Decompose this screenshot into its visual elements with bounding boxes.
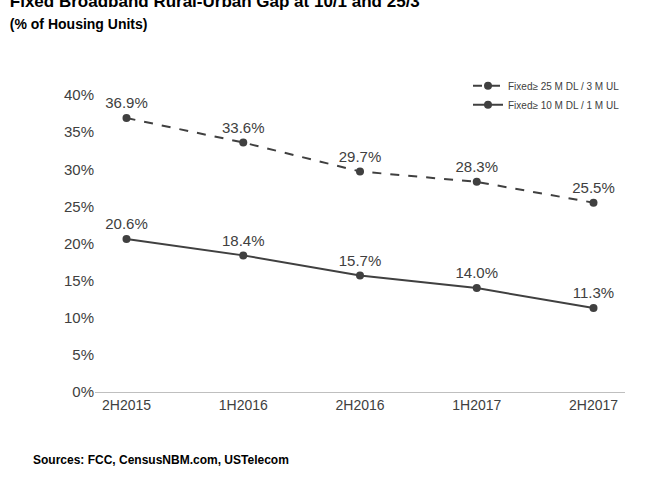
svg-text:2H2016: 2H2016 (335, 397, 384, 413)
svg-text:11.3%: 11.3% (573, 284, 614, 301)
svg-text:0%: 0% (72, 383, 94, 400)
svg-text:15.7%: 15.7% (339, 252, 382, 269)
svg-text:35%: 35% (64, 123, 94, 140)
svg-text:5%: 5% (72, 346, 94, 363)
svg-text:20%: 20% (64, 235, 94, 252)
svg-text:30%: 30% (64, 161, 94, 178)
svg-text:20.6%: 20.6% (105, 215, 148, 232)
svg-text:Fixed≥ 25 M DL / 3 M UL: Fixed≥ 25 M DL / 3 M UL (508, 81, 619, 92)
svg-text:28.3%: 28.3% (455, 158, 498, 175)
svg-text:18.4%: 18.4% (222, 232, 265, 249)
svg-text:Fixed≥ 10 M DL / 1 M UL: Fixed≥ 10 M DL / 1 M UL (508, 100, 619, 111)
svg-text:10%: 10% (64, 309, 94, 326)
svg-text:1H2016: 1H2016 (219, 397, 268, 413)
svg-text:1H2017: 1H2017 (452, 397, 501, 413)
svg-text:14.0%: 14.0% (455, 264, 498, 281)
svg-text:29.7%: 29.7% (339, 148, 382, 165)
svg-text:40%: 40% (64, 86, 94, 103)
svg-text:36.9%: 36.9% (105, 94, 148, 111)
svg-text:Sources: FCC, CensusNBM.com, U: Sources: FCC, CensusNBM.com, USTelecom (33, 453, 289, 467)
svg-text:2H2017: 2H2017 (569, 397, 618, 413)
svg-text:15%: 15% (64, 272, 94, 289)
svg-text:2H2015: 2H2015 (102, 397, 151, 413)
svg-text:25%: 25% (64, 198, 94, 215)
svg-text:Fixed Broadband Rural-Urban Ga: Fixed Broadband Rural-Urban Gap at 10/1 … (10, 0, 420, 32)
svg-text:33.6%: 33.6% (222, 119, 265, 136)
svg-text:25.5%: 25.5% (572, 179, 615, 196)
